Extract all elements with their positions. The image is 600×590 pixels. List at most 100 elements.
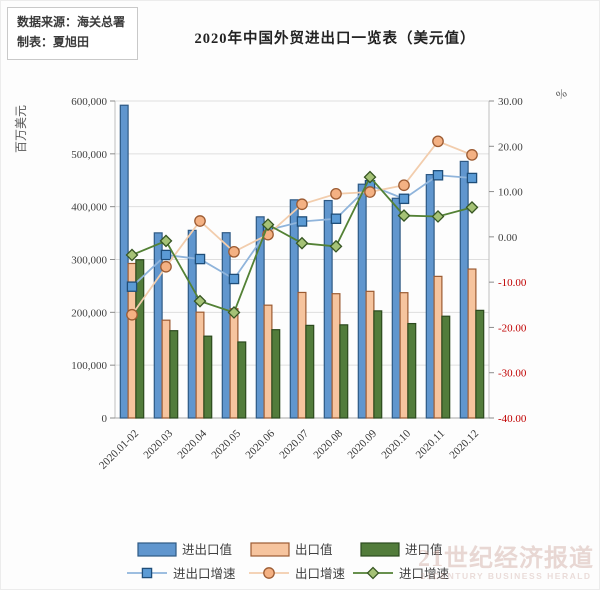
legend-item-进出口值: 进出口值 bbox=[137, 542, 232, 557]
bar bbox=[271, 329, 281, 419]
x-axis-labels: 2020.01-02 2020.03 2020.04 2020.05 2020.06 20… bbox=[97, 427, 481, 471]
left-axis-title: 百万美元 bbox=[14, 105, 28, 153]
square-marker bbox=[466, 172, 478, 184]
bar bbox=[391, 197, 401, 419]
square-marker bbox=[432, 170, 444, 181]
data-source-line: 数据来源：海关总署 bbox=[17, 15, 126, 29]
bar bbox=[459, 160, 469, 419]
left-tick-label: 600,000 bbox=[71, 96, 107, 108]
right-tick-label: 10.00 bbox=[498, 187, 523, 199]
legend-swatch bbox=[250, 542, 290, 557]
circle-marker bbox=[364, 186, 376, 198]
bar bbox=[475, 309, 485, 419]
legend-label: 进口值 bbox=[405, 542, 443, 557]
circle-marker bbox=[432, 135, 444, 148]
right-tick-label: -20.00 bbox=[498, 322, 527, 334]
bar-series-出口值 bbox=[127, 262, 477, 419]
legend-label: 进口增速 bbox=[399, 566, 450, 581]
bar bbox=[135, 259, 145, 419]
bar bbox=[119, 104, 129, 419]
diamond-marker bbox=[193, 294, 207, 308]
circle-marker bbox=[160, 260, 172, 273]
left-tick-label: 0 bbox=[102, 413, 108, 425]
left-tick-label: 300,000 bbox=[71, 255, 107, 267]
legend-label: 出口增速 bbox=[295, 566, 346, 581]
x-tick-label: 2020.06 bbox=[243, 427, 277, 461]
x-tick-label: 2020.01-02 bbox=[97, 428, 141, 472]
diamond-marker bbox=[295, 236, 309, 250]
square-marker bbox=[296, 216, 308, 227]
diamond-marker bbox=[465, 200, 479, 214]
legend-item-进出口增速: 进出口增速 bbox=[127, 566, 236, 581]
chart-title: 2020年中国外贸进出口一览表（美元值） bbox=[194, 31, 476, 47]
square-marker bbox=[141, 567, 153, 579]
diamond-marker bbox=[261, 218, 275, 232]
diamond-marker bbox=[397, 209, 411, 223]
right-tick-label: 0.00 bbox=[498, 232, 518, 244]
legend-swatch bbox=[137, 542, 177, 557]
square-marker bbox=[126, 281, 138, 292]
bar bbox=[229, 308, 239, 419]
right-axis: 30.00 20.00 10.00 0.00 -10.00 -20.00 -30.00 -40… bbox=[489, 85, 569, 425]
square-marker bbox=[228, 273, 240, 285]
x-tick-label: 2020.05 bbox=[209, 427, 243, 461]
diamond-marker bbox=[363, 170, 377, 184]
legend-label: 出口值 bbox=[295, 542, 333, 557]
bar bbox=[433, 275, 443, 419]
circle-marker bbox=[228, 245, 240, 258]
bar bbox=[263, 304, 273, 419]
bar bbox=[441, 315, 451, 419]
diamond-marker bbox=[366, 566, 380, 580]
square-marker bbox=[160, 249, 172, 261]
bar bbox=[305, 324, 315, 419]
left-tick-label: 200,000 bbox=[71, 307, 107, 319]
bar bbox=[203, 335, 213, 419]
legend-label: 进出口值 bbox=[182, 542, 232, 557]
diamond-marker bbox=[159, 234, 173, 248]
legend-item-出口增速: 出口增速 bbox=[249, 566, 346, 581]
bar bbox=[161, 319, 171, 419]
x-tick-label: 2020.10 bbox=[379, 427, 413, 461]
left-tick-label: 100,000 bbox=[71, 360, 107, 372]
bar-series-进口值 bbox=[135, 259, 485, 419]
bar bbox=[195, 311, 205, 419]
x-tick-label: 2020.03 bbox=[141, 427, 175, 461]
diamond-marker bbox=[125, 248, 139, 262]
circle-marker bbox=[398, 179, 410, 192]
line-series-进出口增速 bbox=[126, 170, 478, 292]
circle-marker bbox=[126, 308, 138, 321]
bar bbox=[323, 199, 333, 419]
right-tick-label: 20.00 bbox=[498, 141, 523, 153]
left-tick-label: 400,000 bbox=[71, 202, 107, 214]
left-tick-label: 500,000 bbox=[71, 149, 107, 161]
legend-swatch bbox=[360, 542, 400, 557]
bar bbox=[237, 341, 247, 419]
x-tick-label: 2020.04 bbox=[175, 427, 209, 461]
legend-label: 进出口增速 bbox=[173, 566, 236, 581]
right-tick-label: -30.00 bbox=[498, 368, 527, 380]
bar bbox=[221, 232, 231, 419]
right-tick-label: -40.00 bbox=[498, 413, 527, 425]
author-line: 制表：夏旭田 bbox=[17, 34, 90, 49]
left-axis: 0 100,000 200,000 300,000 400,000 500,000 600,… bbox=[14, 96, 115, 425]
diamond-marker bbox=[227, 306, 241, 319]
bar bbox=[289, 199, 299, 419]
legend-item-出口值: 出口值 bbox=[250, 542, 333, 557]
bar bbox=[331, 293, 341, 419]
circle-marker bbox=[296, 198, 308, 211]
circle-marker bbox=[330, 187, 342, 200]
bar bbox=[297, 291, 307, 419]
bar bbox=[339, 324, 349, 419]
square-marker bbox=[398, 193, 410, 205]
source-box: 数据来源：海关总署 制表：夏旭田 bbox=[7, 7, 139, 60]
bar bbox=[407, 322, 417, 419]
growth-line bbox=[131, 140, 473, 316]
circle-marker bbox=[263, 567, 275, 579]
legend-item-进口增速: 进口增速 bbox=[353, 566, 450, 581]
bar bbox=[357, 183, 367, 419]
bar bbox=[373, 310, 383, 419]
diamond-marker bbox=[329, 239, 343, 253]
bar bbox=[425, 173, 435, 419]
